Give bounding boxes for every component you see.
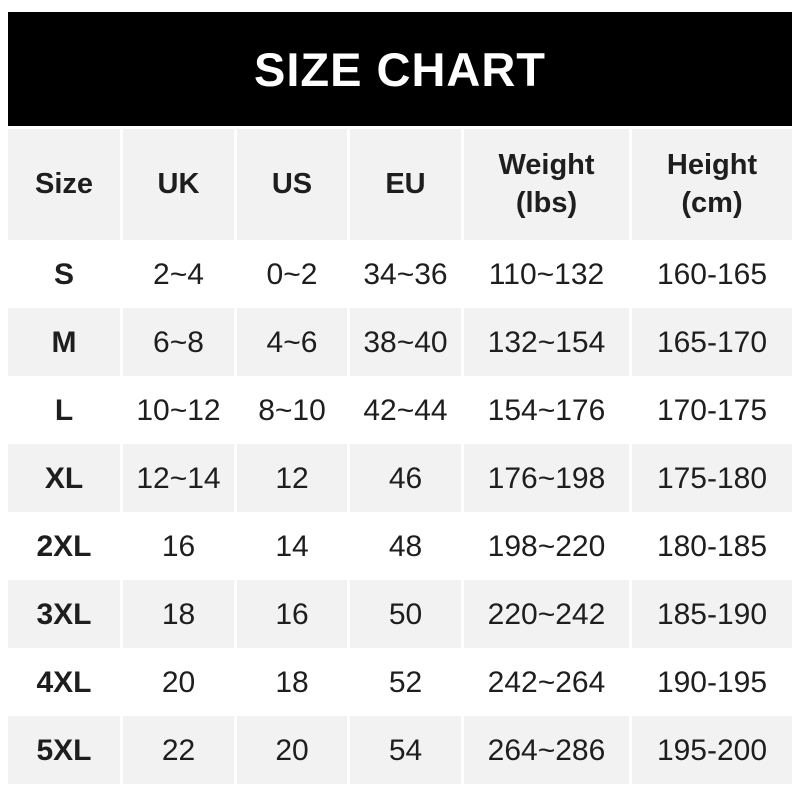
cell-eu: 54 <box>350 716 461 784</box>
cell-us: 12 <box>237 444 347 512</box>
cell-eu: 34~36 <box>350 240 461 308</box>
cell-size: M <box>8 308 120 376</box>
header-label: EU <box>385 167 426 200</box>
cell-uk: 20 <box>123 648 234 716</box>
cell-weight: 242~264 <box>464 648 629 716</box>
header-sublabel: (cm) <box>681 186 743 219</box>
cell-us: 14 <box>237 512 347 580</box>
table-row: 2XL 16 14 48 198~220 180-185 <box>8 512 792 580</box>
cell-uk: 2~4 <box>123 240 234 308</box>
cell-us: 8~10 <box>237 376 347 444</box>
cell-weight: 110~132 <box>464 240 629 308</box>
cell-height: 170-175 <box>632 376 792 444</box>
cell-eu: 52 <box>350 648 461 716</box>
cell-height: 185-190 <box>632 580 792 648</box>
cell-us: 16 <box>237 580 347 648</box>
cell-eu: 48 <box>350 512 461 580</box>
cell-weight: 154~176 <box>464 376 629 444</box>
cell-us: 4~6 <box>237 308 347 376</box>
cell-eu: 50 <box>350 580 461 648</box>
cell-size: S <box>8 240 120 308</box>
table-row: M 6~8 4~6 38~40 132~154 165-170 <box>8 308 792 376</box>
cell-size: 2XL <box>8 512 120 580</box>
cell-us: 20 <box>237 716 347 784</box>
size-chart-banner: SIZE CHART <box>8 12 792 126</box>
cell-size: L <box>8 376 120 444</box>
cell-weight: 176~198 <box>464 444 629 512</box>
cell-uk: 10~12 <box>123 376 234 444</box>
header-cell-eu: EU <box>350 129 461 240</box>
size-table: Size UK US EU Weight (lbs) Height (cm) S 2… <box>8 129 792 784</box>
cell-size: 4XL <box>8 648 120 716</box>
cell-height: 165-170 <box>632 308 792 376</box>
cell-uk: 6~8 <box>123 308 234 376</box>
cell-weight: 264~286 <box>464 716 629 784</box>
cell-eu: 38~40 <box>350 308 461 376</box>
table-row: L 10~12 8~10 42~44 154~176 170-175 <box>8 376 792 444</box>
cell-us: 0~2 <box>237 240 347 308</box>
cell-size: 3XL <box>8 580 120 648</box>
header-cell-height: Height (cm) <box>632 129 792 240</box>
table-row: 3XL 18 16 50 220~242 185-190 <box>8 580 792 648</box>
cell-weight: 220~242 <box>464 580 629 648</box>
page-title: SIZE CHART <box>254 42 546 96</box>
cell-uk: 16 <box>123 512 234 580</box>
cell-uk: 18 <box>123 580 234 648</box>
header-label: US <box>271 167 313 200</box>
cell-size: XL <box>8 444 120 512</box>
cell-weight: 198~220 <box>464 512 629 580</box>
cell-height: 175-180 <box>632 444 792 512</box>
table-row: S 2~4 0~2 34~36 110~132 160-165 <box>8 240 792 308</box>
header-label: Weight <box>498 148 595 181</box>
cell-height: 180-185 <box>632 512 792 580</box>
cell-height: 190-195 <box>632 648 792 716</box>
header-cell-us: US <box>237 129 347 240</box>
header-sublabel: (lbs) <box>515 186 578 219</box>
table-header-row: Size UK US EU Weight (lbs) Height (cm) <box>8 129 792 240</box>
cell-uk: 22 <box>123 716 234 784</box>
cell-eu: 46 <box>350 444 461 512</box>
header-cell-size: Size <box>8 129 120 240</box>
table-row: XL 12~14 12 46 176~198 175-180 <box>8 444 792 512</box>
header-cell-uk: UK <box>123 129 234 240</box>
cell-eu: 42~44 <box>350 376 461 444</box>
table-row: 5XL 22 20 54 264~286 195-200 <box>8 716 792 784</box>
header-label: UK <box>157 167 200 200</box>
header-label: Height <box>666 148 758 181</box>
cell-uk: 12~14 <box>123 444 234 512</box>
cell-size: 5XL <box>8 716 120 784</box>
header-label: Size <box>34 167 94 200</box>
cell-height: 160-165 <box>632 240 792 308</box>
cell-weight: 132~154 <box>464 308 629 376</box>
cell-height: 195-200 <box>632 716 792 784</box>
table-row: 4XL 20 18 52 242~264 190-195 <box>8 648 792 716</box>
cell-us: 18 <box>237 648 347 716</box>
header-cell-weight: Weight (lbs) <box>464 129 629 240</box>
